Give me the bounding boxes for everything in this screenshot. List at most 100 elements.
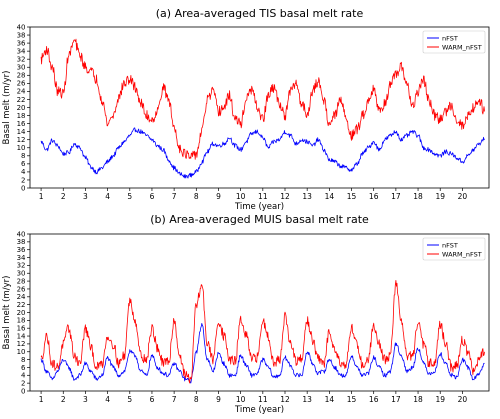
x-tick-label: 19 (435, 192, 445, 201)
x-tick-label: 1 (39, 192, 44, 201)
x-tick-label: 3 (83, 192, 88, 201)
series-line-warm-nfst (40, 280, 485, 384)
y-tick-label: 16 (17, 325, 26, 333)
x-tick-label: 9 (216, 192, 221, 201)
x-tick-label: 16 (369, 192, 379, 201)
y-tick-label: 32 (17, 56, 26, 64)
series-group (40, 38, 485, 179)
x-tick-label: 6 (150, 395, 155, 404)
x-tick-label: 5 (127, 192, 132, 201)
y-tick-label: 6 (21, 364, 26, 372)
chart-title: (a) Area-averaged TIS basal melt rate (156, 7, 364, 20)
y-tick-label: 10 (17, 348, 26, 356)
x-tick-label: 17 (391, 395, 401, 404)
y-tick-label: 18 (17, 317, 26, 325)
x-tick-label: 15 (347, 395, 357, 404)
y-tick-label: 18 (17, 112, 26, 120)
x-tick-label: 11 (258, 192, 268, 201)
x-tick-label: 18 (413, 192, 423, 201)
x-tick-label: 18 (413, 395, 423, 404)
y-tick-label: 14 (17, 128, 26, 136)
y-axis-label: Basal melt (m/yr) (2, 71, 12, 145)
y-tick-label: 4 (21, 372, 26, 380)
chart-title: (b) Area-averaged MUIS basal melt rate (150, 213, 369, 226)
y-tick-label: 40 (17, 23, 26, 31)
y-axis-label: Basal melt (m/yr) (2, 276, 12, 350)
x-tick-label: 12 (280, 395, 290, 404)
y-tick-label: 16 (17, 120, 26, 128)
x-tick-label: 14 (325, 192, 335, 201)
y-tick-label: 36 (17, 246, 26, 254)
legend: nFST WARM_nFST (422, 237, 486, 261)
y-tick-label: 26 (17, 80, 26, 88)
legend-label-nfst: nFST (442, 241, 458, 249)
y-tick-label: 26 (17, 285, 26, 293)
y-tick-label: 32 (17, 262, 26, 270)
x-tick-label: 9 (216, 395, 221, 404)
y-tick-label: 12 (17, 340, 26, 348)
x-tick-label: 10 (236, 395, 246, 404)
chart-panel-b: (b) Area-averaged MUIS basal melt rate T… (2, 213, 490, 415)
x-tick-label: 3 (83, 395, 88, 404)
y-tick-label: 8 (21, 152, 25, 160)
y-tick-label: 28 (17, 277, 26, 285)
y-tick-label: 30 (17, 64, 26, 72)
y-tick-label: 0 (21, 184, 25, 192)
y-tick-label: 10 (17, 144, 26, 152)
y-tick-label: 22 (17, 301, 26, 309)
y-tick-label: 20 (17, 309, 26, 317)
x-tick-label: 2 (61, 192, 66, 201)
x-tick-label: 11 (258, 395, 268, 404)
x-tick-label: 7 (172, 395, 177, 404)
y-tick-label: 20 (17, 104, 26, 112)
x-tick-label: 7 (172, 192, 177, 201)
legend-label-nfst: nFST (442, 34, 458, 42)
x-tick-label: 17 (391, 192, 401, 201)
series-line-nfst (40, 323, 485, 384)
y-tick-label: 24 (17, 293, 26, 301)
y-tick-label: 40 (17, 230, 26, 238)
y-tick-label: 2 (21, 379, 25, 387)
x-tick-label: 4 (105, 395, 110, 404)
y-tick-label: 34 (17, 47, 26, 55)
legend-label-warm-nfst: WARM_nFST (442, 43, 482, 51)
x-tick-label: 20 (458, 192, 468, 201)
x-tick-label: 20 (458, 395, 468, 404)
legend: nFST WARM_nFST (422, 30, 486, 54)
x-tick-label: 5 (127, 395, 132, 404)
y-tick-label: 28 (17, 72, 26, 80)
x-tick-label: 8 (194, 395, 199, 404)
y-tick-label: 8 (21, 356, 25, 364)
x-tick-label: 8 (194, 192, 199, 201)
y-tick-label: 24 (17, 88, 26, 96)
y-tick-label: 34 (17, 254, 26, 262)
x-tick-label: 1 (39, 395, 44, 404)
series-line-nfst (40, 127, 485, 179)
y-tick-label: 12 (17, 136, 26, 144)
x-tick-label: 2 (61, 395, 66, 404)
y-tick-label: 30 (17, 270, 26, 278)
y-tick-label: 4 (21, 168, 26, 176)
x-tick-label: 15 (347, 192, 357, 201)
x-tick-label: 13 (302, 395, 312, 404)
x-tick-label: 19 (435, 395, 445, 404)
y-tick-label: 38 (17, 238, 26, 246)
y-tick-label: 0 (21, 387, 25, 395)
x-tick-label: 10 (236, 192, 246, 201)
x-tick-label: 4 (105, 192, 110, 201)
y-tick-label: 38 (17, 31, 26, 39)
chart-panel-a: (a) Area-averaged TIS basal melt rate Ti… (2, 7, 490, 212)
y-tick-label: 14 (17, 332, 26, 340)
x-axis-label: Time (year) (234, 202, 284, 212)
legend-label-warm-nfst: WARM_nFST (442, 250, 482, 258)
y-tick-label: 36 (17, 39, 26, 47)
x-tick-label: 14 (325, 395, 335, 404)
y-tick-label: 2 (21, 176, 25, 184)
x-axis-label: Time (year) (234, 405, 284, 415)
series-line-warm-nfst (40, 38, 485, 160)
plot-area (29, 26, 490, 189)
x-tick-label: 12 (280, 192, 290, 201)
